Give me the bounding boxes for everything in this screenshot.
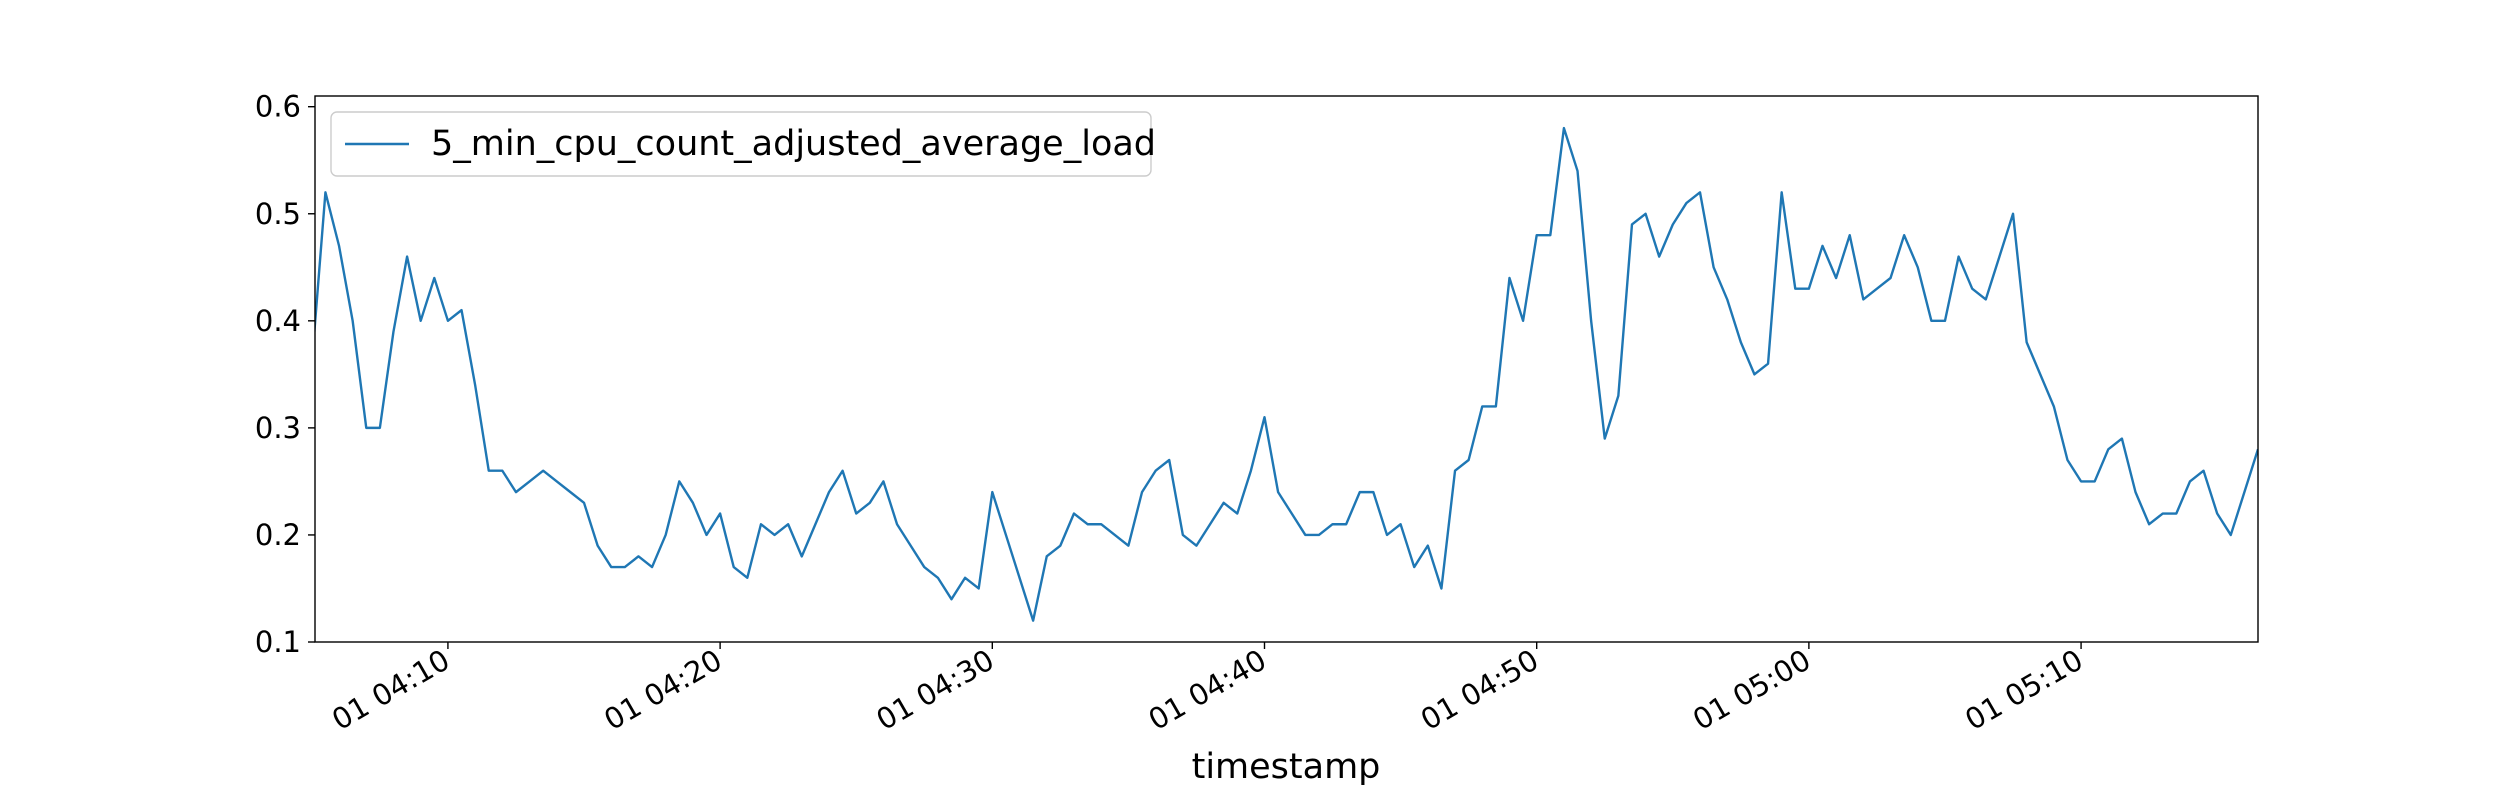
y-tick-label: 0.4 [255,304,301,338]
y-tick-label: 0.3 [255,411,301,445]
y-tick-label: 0.5 [255,197,301,231]
y-tick-label: 0.2 [255,518,301,552]
line-series [315,126,2258,622]
legend-label: 5_min_cpu_count_adjusted_average_load [431,124,1156,164]
x-axis-label: timestamp [1192,747,1381,787]
legend-box [330,111,1152,177]
y-tick-label: 0.1 [255,625,301,659]
axes-frame [314,95,2259,643]
y-tick-label: 0.6 [255,90,301,124]
